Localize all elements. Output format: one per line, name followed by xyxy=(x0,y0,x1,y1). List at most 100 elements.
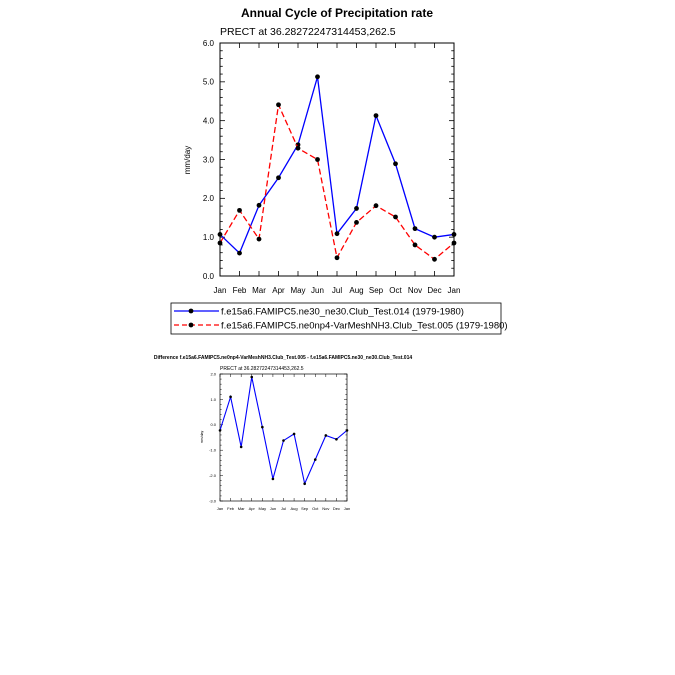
x-tick-label: Jan xyxy=(448,286,461,295)
main-y-tick-labels: 0.0 1.0 2.0 3.0 4.0 5.0 6.0 xyxy=(203,39,215,281)
series-1-point xyxy=(324,434,328,437)
series-1-point xyxy=(261,425,264,429)
y-tick-label: 2.0 xyxy=(203,194,215,203)
y-tick-label: 5.0 xyxy=(203,78,215,87)
series-1-point xyxy=(282,439,285,442)
legend-label-series-2: f.e15a6.FAMIPC5.ne0np4-VarMeshNH3.Club_T… xyxy=(221,321,508,332)
main-chart-subtitle: PRECT at 36.28272247314453,262.5 xyxy=(220,26,396,38)
main-plot-frame xyxy=(219,42,455,277)
series-2-point xyxy=(295,145,301,151)
main-chart: Annual Cycle of Precipitation rate PRECT… xyxy=(183,6,460,295)
x-tick-label: Jan xyxy=(344,506,350,511)
series-2-point xyxy=(276,102,281,108)
legend-frame xyxy=(170,302,502,335)
legend-marker-series-1 xyxy=(188,308,194,314)
series-1-point xyxy=(354,206,359,211)
x-tick-label: Apr xyxy=(272,286,285,295)
series-2-point xyxy=(432,256,437,262)
series-1-point xyxy=(393,161,398,167)
series-1-point xyxy=(315,74,320,80)
x-tick-label: Aug xyxy=(291,506,298,511)
y-tick-label: 4.0 xyxy=(203,116,215,125)
legend-label-series-1: f.e15a6.FAMIPC5.ne30_ne30.Club_Test.014 … xyxy=(221,307,464,318)
series-2-point xyxy=(451,240,457,246)
series-line-1 xyxy=(219,376,348,486)
y-tick-label: -1.0 xyxy=(209,448,217,453)
series-1-point xyxy=(313,458,317,461)
x-tick-label: Mar xyxy=(252,286,266,295)
y-tick-label: -2.0 xyxy=(209,473,217,478)
x-tick-label: Jan xyxy=(217,506,223,511)
diff-ticks xyxy=(219,373,348,502)
x-tick-label: Aug xyxy=(349,286,363,295)
legend: f.e15a6.FAMIPC5.ne30_ne30.Club_Test.014 … xyxy=(170,302,508,335)
legend-marker-series-2 xyxy=(188,322,194,328)
series-2-point xyxy=(315,157,320,162)
y-tick-label: 1.0 xyxy=(210,397,216,402)
diff-chart-ylabel: mm/day xyxy=(200,431,204,444)
series-2-point xyxy=(217,240,223,246)
main-ticks xyxy=(219,42,455,277)
diff-x-tick-labels: Jan Feb Mar Apr May Jun Jul Aug Sep Oct Nov Dec Jan xyxy=(217,506,350,511)
y-tick-label: -3.0 xyxy=(209,498,217,503)
series-1-point xyxy=(432,234,437,240)
diff-chart-subtitle: PRECT at 36.28272247314453,262.5 xyxy=(220,366,304,372)
diff-series xyxy=(218,375,349,486)
x-tick-label: Nov xyxy=(322,506,329,511)
series-1-point xyxy=(276,175,281,181)
x-tick-label: Nov xyxy=(408,286,422,295)
series-1-point xyxy=(217,232,223,237)
y-tick-label: 2.0 xyxy=(210,371,216,376)
series-line-1 xyxy=(219,76,455,255)
x-tick-label: Jul xyxy=(332,286,342,295)
series-1-point xyxy=(335,437,338,441)
difference-chart: Difference f.e15a6.FAMIPC5.ne0np4-VarMes… xyxy=(154,355,412,511)
x-tick-label: Dec xyxy=(333,506,340,511)
series-1-point xyxy=(229,395,232,399)
series-line-2 xyxy=(219,102,455,261)
series-1-point xyxy=(334,231,340,237)
x-tick-label: Jan xyxy=(214,286,227,295)
series-1-point xyxy=(345,429,349,432)
main-x-tick-labels: Jan Feb Mar Apr May Jun Jul Aug Sep Oct Nov Dec Jan xyxy=(214,286,461,295)
series-1-point xyxy=(250,375,254,379)
x-tick-label: Sep xyxy=(301,506,309,511)
series-1-point xyxy=(256,202,262,208)
series-1-point xyxy=(271,477,275,481)
series-2-point xyxy=(334,255,340,261)
y-tick-label: 0.0 xyxy=(203,272,215,281)
x-tick-label: Dec xyxy=(427,286,441,295)
x-tick-label: Jun xyxy=(311,286,324,295)
x-tick-label: Feb xyxy=(233,286,247,295)
x-tick-label: Jun xyxy=(270,506,276,511)
x-tick-label: May xyxy=(259,506,267,511)
series-2-point xyxy=(373,203,379,209)
series-2-point xyxy=(412,242,418,248)
y-tick-label: 1.0 xyxy=(203,233,215,242)
y-tick-label: 3.0 xyxy=(203,155,215,164)
series-2-point xyxy=(237,207,242,213)
series-1-point xyxy=(237,250,242,256)
x-tick-label: Apr xyxy=(249,506,256,511)
main-chart-title: Annual Cycle of Precipitation rate xyxy=(241,6,433,20)
series-2-point xyxy=(256,236,262,242)
diff-y-tick-labels: -3.0 -2.0 -1.0 0.0 1.0 2.0 xyxy=(209,371,217,503)
series-1-point xyxy=(451,232,457,237)
series-1-point xyxy=(303,482,306,486)
series-1-point xyxy=(218,429,222,432)
series-1-point xyxy=(412,226,418,232)
main-chart-ylabel: mm/day xyxy=(183,146,192,174)
y-tick-label: 0.0 xyxy=(210,422,216,427)
x-tick-label: Oct xyxy=(389,286,402,295)
main-series xyxy=(217,74,457,262)
x-tick-label: Mar xyxy=(238,506,246,511)
series-2-point xyxy=(393,214,398,220)
x-tick-label: Sep xyxy=(369,286,384,295)
x-tick-label: May xyxy=(290,286,305,295)
y-tick-label: 6.0 xyxy=(203,39,215,48)
x-tick-label: Feb xyxy=(227,506,235,511)
x-tick-label: Oct xyxy=(312,506,319,511)
diff-chart-title: Difference f.e15a6.FAMIPC5.ne0np4-VarMes… xyxy=(154,355,412,361)
series-1-point xyxy=(239,445,243,449)
